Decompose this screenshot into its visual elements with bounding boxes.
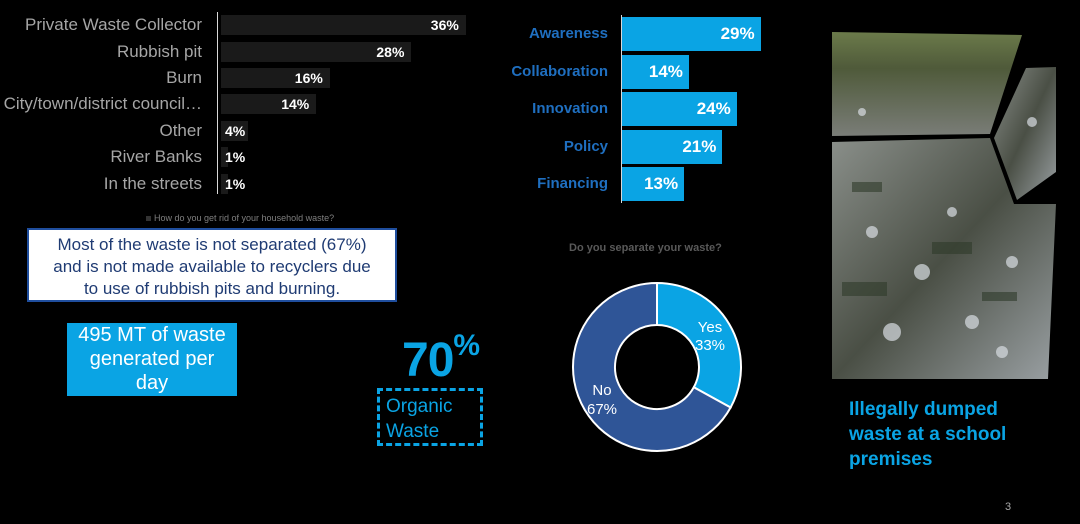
left-chart-value-label: 36% [430,17,459,33]
waste-generated-line-3: day [135,372,169,394]
left-chart-value-label: 4% [225,123,246,139]
donut-value-no: 67% [587,401,617,418]
mid-chart-category-label: Innovation [532,100,608,117]
left-chart-category-label: Private Waste Collector [25,15,202,34]
mid-chart-value-label: 13% [644,174,679,193]
mid-chart-bar [622,55,689,89]
donut-label-no: No [592,382,611,399]
organic-unit: % [453,329,480,362]
mid-chart-value-label: 14% [648,62,683,81]
organic-percentage: 70% [402,329,480,388]
mid-chart-value-label: 24% [696,99,731,118]
left-chart-bar [221,68,330,88]
left-chart-category-label: Other [159,121,202,140]
callout-line-2: and is not made available to recyclers d… [53,257,371,276]
legend-swatch-icon [146,216,151,222]
waste-generated-line-2: generated per [89,348,215,370]
left-chart-category-label: Burn [166,68,202,87]
left-chart-value-label: 28% [376,44,405,60]
left-chart-bar [221,147,228,167]
left-chart-category-label: In the streets [103,174,202,193]
left-chart-bar [221,94,317,114]
mid-chart-category-label: Awareness [529,25,608,42]
left-chart-category-label: Rubbish pit [116,42,202,61]
organic-value: 70 [402,334,454,387]
mid-chart-value-label: 21% [682,137,717,156]
dumped-waste-photo [832,32,1056,379]
donut-label-yes: Yes [698,319,722,336]
separation-callout: Most of the waste is not separated (67%)… [27,228,397,302]
left-chart-bar [221,15,466,35]
left-chart-bar [221,174,228,194]
photo-panel-top [832,32,1022,136]
mid-chart-bar [622,92,737,126]
donut-value-yes: 33% [695,337,725,354]
left-chart-value-label: 1% [225,149,246,165]
left-chart-category-label: River Banks [110,147,202,166]
donut-slice-yes [656,281,742,409]
organic-label-line-1: Organic [386,396,453,417]
mid-chart-category-label: Financing [537,175,608,192]
left-chart-value-label: 1% [225,176,246,192]
photo-caption: Illegally dumped waste at a school premi… [849,397,1069,472]
separation-donut-chart: Yes 33% No 67% [572,281,742,452]
photo-panel-right [994,67,1056,200]
mid-chart-category-label: Policy [563,138,608,155]
left-chart-caption-text: How do you get rid of your household was… [154,213,335,223]
photo-caption-line-3: premises [849,449,933,470]
mid-chart-bar [622,167,685,201]
left-chart-bar [221,121,249,141]
photo-caption-line-1: Illegally dumped [849,399,998,420]
photo-panel-main [832,138,1056,379]
left-chart-category-label: City/town/district council… [3,94,202,113]
callout-line-1: Most of the waste is not separated (67%) [57,235,367,254]
mid-chart-bar [622,17,761,51]
donut-slice-no [572,281,732,452]
organic-dashed-box [377,388,483,446]
left-chart-value-label: 14% [281,96,310,112]
left-chart-bar [221,42,412,62]
left-chart-value-label: 16% [294,70,323,86]
photo-caption-line-2: waste at a school [849,424,1007,445]
waste-generated-line-1: 495 MT of waste [78,324,226,346]
organic-label-line-2: Waste [386,421,440,442]
left-chart-caption: How do you get rid of your household was… [146,213,334,223]
donut-title: Do you separate your waste? [569,242,722,254]
organic-label: Organic Waste [386,394,453,444]
mid-chart-bar [622,130,723,164]
left-chart-axis [217,12,218,194]
mid-chart-value-label: 29% [720,24,755,43]
waste-generated-box: 495 MT of waste generated per day [67,323,237,396]
page-number: 3 [1005,501,1012,513]
mid-chart-axis [621,15,622,203]
mid-chart-category-label: Collaboration [511,63,608,80]
callout-line-3: to use of rubbish pits and burning. [83,279,341,298]
